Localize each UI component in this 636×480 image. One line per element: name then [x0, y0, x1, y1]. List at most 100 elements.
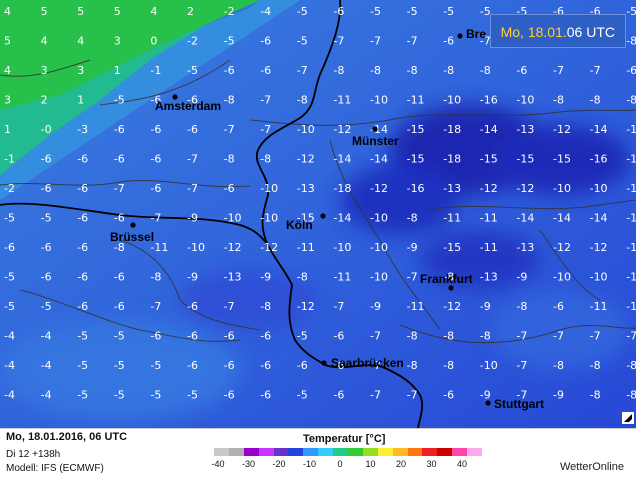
city-marker	[372, 126, 378, 132]
arrow-icon[interactable]	[622, 412, 634, 424]
temperature-value: 2	[41, 94, 48, 107]
temperature-value: -10	[370, 94, 388, 107]
temperature-value: -5	[114, 330, 125, 343]
temperature-value: -7	[480, 35, 491, 48]
temperature-value: -5	[114, 389, 125, 402]
temperature-value: -10	[224, 212, 242, 225]
legend-tick-label: -40	[211, 459, 225, 469]
temperature-value: -5	[480, 5, 491, 18]
temperature-value: -7	[333, 300, 344, 313]
temperature-value: -4	[4, 330, 15, 343]
temperature-value: -11	[480, 241, 498, 254]
temperature-value: -5	[77, 359, 88, 372]
temperature-value: 1	[114, 64, 121, 77]
temperature-value: -6	[77, 300, 88, 313]
temperature-value: -2	[4, 182, 15, 195]
temperature-value: -6	[260, 64, 271, 77]
temperature-value: -7	[224, 123, 235, 136]
temperature-value: -7	[260, 123, 271, 136]
temperature-value: -4	[260, 5, 271, 18]
forecast-time: 06 UTC	[566, 24, 615, 40]
temperature-value: 1	[4, 123, 11, 136]
temperature-value: -9	[260, 271, 271, 284]
temperature-value: -5	[4, 300, 15, 313]
temperature-value: -13	[516, 123, 534, 136]
temperature-value: -12	[260, 241, 278, 254]
temperature-value: -10	[553, 271, 571, 284]
city-amsterdam[interactable]: Amsterdam	[155, 94, 221, 113]
temperature-value: -11	[407, 300, 425, 313]
city-label-muenster: Münster	[352, 134, 399, 148]
city-label-frankfurt: Frankfurt	[420, 272, 473, 286]
temperature-value: -7	[150, 212, 161, 225]
city-frankfurt[interactable]: Frankfurt	[420, 272, 473, 291]
legend-color-step	[407, 448, 423, 456]
city-label-koeln: Köln	[286, 218, 313, 232]
temperature-value: -8	[114, 241, 125, 254]
temperature-value: -10	[443, 94, 461, 107]
temperature-value: -6	[114, 212, 125, 225]
temperature-value: 5	[41, 5, 48, 18]
temperature-value: -14	[626, 212, 636, 225]
temperature-value: -7	[114, 182, 125, 195]
temperature-value: -16	[590, 153, 608, 166]
city-bruessel[interactable]: Brüssel	[110, 222, 154, 244]
temperature-value: -7	[224, 300, 235, 313]
legend-tick-label: -20	[272, 459, 286, 469]
temperature-value: -14	[333, 153, 351, 166]
legend-tick-label: 0	[337, 459, 343, 469]
city-saarbruecken[interactable]: Saarbrücken	[321, 356, 404, 370]
temperature-value: -5	[150, 359, 161, 372]
temperature-value: -7	[407, 271, 418, 284]
temperature-value: -8	[553, 94, 564, 107]
temperature-value: -14	[516, 212, 534, 225]
temperature-value: 5	[77, 5, 84, 18]
legend-tick-label: 40	[456, 459, 467, 469]
temperature-value: -7	[260, 94, 271, 107]
temperature-value: -11	[150, 241, 168, 254]
temperature-value: -16	[480, 94, 498, 107]
temperature-value: -14	[370, 123, 388, 136]
city-marker	[130, 222, 136, 228]
temperature-value: -10	[260, 212, 278, 225]
temperature-value: -14	[590, 123, 608, 136]
temperature-value: -9	[187, 212, 198, 225]
temperature-value: -8	[626, 389, 636, 402]
temperature-value-grid: 4 5 5 5 4 2 -2 -4 -5 -6 -5 -5 -5 -5 -5 -6 -6 -5 5 4 4 3 0 -2 -5 -…	[4, 5, 636, 402]
temperature-value: 0	[150, 35, 157, 48]
mild-zone	[0, 0, 300, 200]
legend-color-step	[243, 448, 260, 456]
temperature-value: -13	[224, 271, 242, 284]
city-koeln[interactable]: Köln	[286, 213, 326, 232]
temperature-value: -13	[443, 182, 461, 195]
legend-color-step	[288, 448, 304, 456]
temperature-value: -18	[333, 182, 351, 195]
temperature-value: -10	[370, 271, 388, 284]
temperature-value: -9	[516, 271, 527, 284]
temperature-value: -8	[407, 359, 418, 372]
forecast-time-badge: Mo, 18.01.06 UTC	[489, 14, 626, 48]
temperature-value: -6	[224, 182, 235, 195]
city-stuttgart[interactable]: Stuttgart	[485, 397, 544, 411]
temperature-value: -8	[480, 330, 491, 343]
temperature-value: -7	[333, 35, 344, 48]
city-muenster[interactable]: Münster	[352, 126, 399, 148]
temperature-value: -6	[260, 359, 271, 372]
temperature-value: 4	[77, 35, 84, 48]
temperature-value: -9	[553, 389, 564, 402]
temperature-value: -6	[187, 94, 198, 107]
legend-color-step	[422, 448, 438, 456]
legend-color-step	[303, 448, 319, 456]
temperature-value: -12	[516, 182, 534, 195]
city-bremen[interactable]: Bre	[457, 27, 486, 41]
temperature-value: -5	[297, 330, 308, 343]
temperature-value: -6	[443, 35, 454, 48]
temperature-value: -4	[41, 389, 52, 402]
temperature-value: -11	[297, 241, 315, 254]
temperature-value: -8	[297, 271, 308, 284]
city-label-bruessel: Brüssel	[110, 230, 154, 244]
temperature-value: -10	[516, 94, 534, 107]
temperature-value: -12	[333, 123, 351, 136]
city-marker	[320, 213, 326, 219]
city-marker	[457, 33, 463, 39]
